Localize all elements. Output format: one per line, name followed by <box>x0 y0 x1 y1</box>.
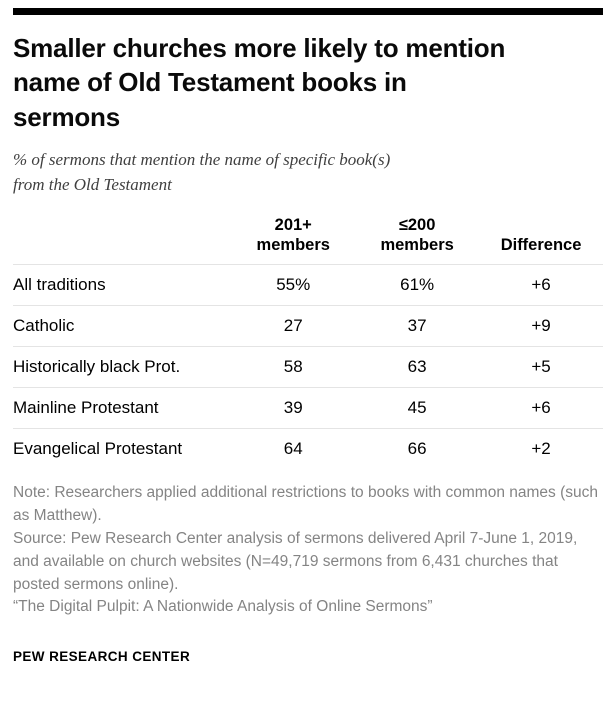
col-header-difference: Difference <box>479 215 603 265</box>
chart-title-line-3: sermons <box>13 101 120 132</box>
pew-research-center-wordmark: PEW RESEARCH CENTER <box>13 649 191 665</box>
col-header-201plus-members: 201+ members <box>231 215 355 265</box>
col-header-empty <box>13 215 231 265</box>
col-header-200orless-members: ≤200 members <box>355 215 479 265</box>
note-text: Note: Researchers applied additional res… <box>13 484 598 525</box>
source-text: Source: Pew Research Center analysis of … <box>13 530 578 593</box>
chart-title-line-2: name of Old Testament books in <box>13 67 407 98</box>
table-row-historically-black-prot: Historically black Prot. 58 63 +5 <box>13 346 603 388</box>
cell-201plus: 27 <box>231 305 356 347</box>
cell-200orless: 63 <box>355 346 480 388</box>
footnotes-block: Note: Researchers applied additional res… <box>13 482 603 619</box>
cell-difference: +6 <box>479 387 603 429</box>
cell-difference: +2 <box>479 428 603 470</box>
table-row-all-traditions: All traditions 55% 61% +6 <box>13 264 603 306</box>
col-header-line: members <box>380 236 454 255</box>
row-label: Historically black Prot. <box>13 346 232 388</box>
chart-subtitle: % of sermons that mention the name of sp… <box>13 148 603 197</box>
table-row-mainline-protestant: Mainline Protestant 39 45 +6 <box>13 387 603 429</box>
row-label: All traditions <box>13 264 232 306</box>
col-header-line: 201+ <box>274 216 312 235</box>
report-title-text: “The Digital Pulpit: A Nationwide Analys… <box>13 598 433 616</box>
table-row-catholic: Catholic 27 37 +9 <box>13 305 603 347</box>
row-label: Catholic <box>13 305 232 347</box>
chart-title: Smaller churches more likely to mention … <box>13 31 603 134</box>
col-header-line: members <box>256 236 330 255</box>
cell-200orless: 61% <box>355 264 480 306</box>
cell-200orless: 37 <box>355 305 480 347</box>
table-header-row: 201+ members ≤200 members Difference <box>13 215 603 265</box>
row-label: Evangelical Protestant <box>13 428 232 470</box>
cell-200orless: 66 <box>355 428 480 470</box>
cell-200orless: 45 <box>355 387 480 429</box>
data-table: 201+ members ≤200 members Difference All… <box>13 215 603 470</box>
table-row-evangelical-protestant: Evangelical Protestant 64 66 +2 <box>13 428 603 470</box>
col-header-line: Difference <box>500 236 582 255</box>
cell-difference: +6 <box>479 264 603 306</box>
col-header-line: ≤200 <box>398 216 436 235</box>
chart-subtitle-line-1: % of sermons that mention the name of sp… <box>13 149 391 169</box>
cell-201plus: 64 <box>231 428 356 470</box>
chart-subtitle-line-2: from the Old Testament <box>13 174 172 194</box>
cell-201plus: 55% <box>231 264 356 306</box>
cell-difference: +9 <box>479 305 603 347</box>
cell-difference: +5 <box>479 346 603 388</box>
row-label: Mainline Protestant <box>13 387 232 429</box>
cell-201plus: 39 <box>231 387 356 429</box>
chart-title-line-1: Smaller churches more likely to mention <box>13 33 506 63</box>
top-accent-bar <box>13 8 603 15</box>
cell-201plus: 58 <box>231 346 356 388</box>
